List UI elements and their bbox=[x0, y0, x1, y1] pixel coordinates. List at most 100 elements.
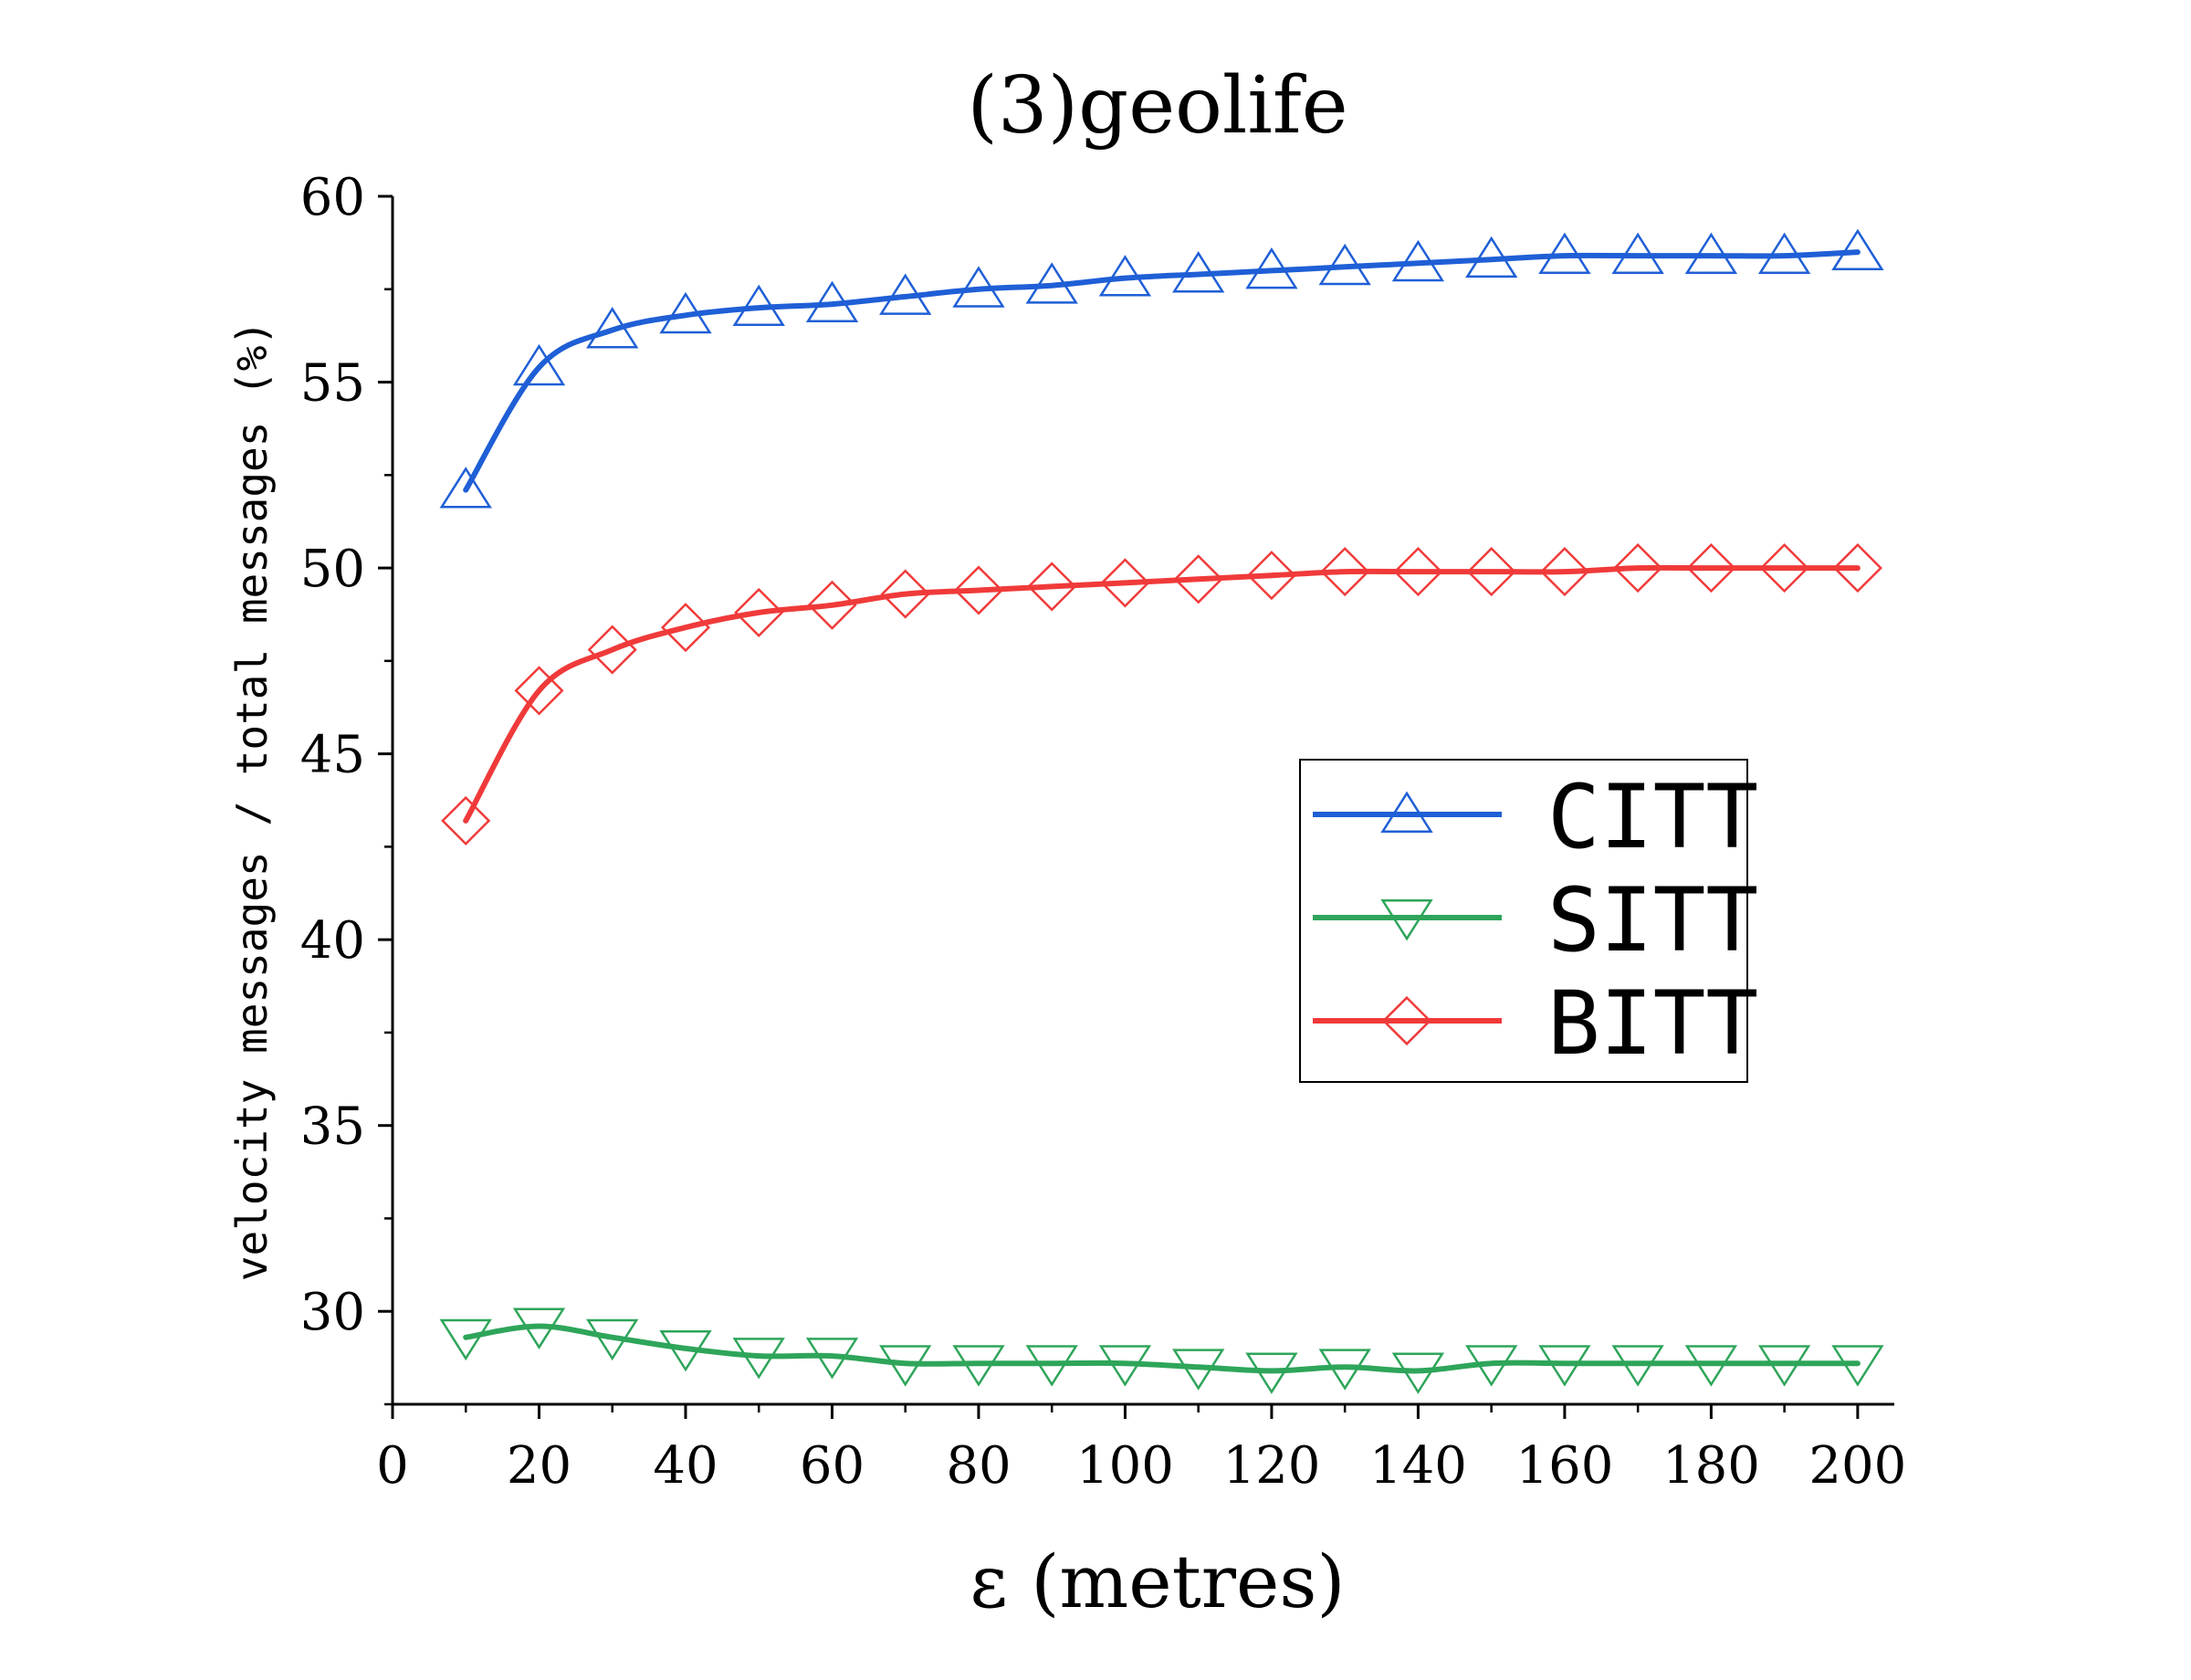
data-point-citt bbox=[1465, 236, 1518, 278]
data-point-bitt bbox=[734, 587, 784, 637]
series-bitt bbox=[441, 543, 1882, 845]
data-point-sitt bbox=[512, 1307, 566, 1349]
x-tick-label: 80 bbox=[946, 1436, 1011, 1496]
data-point-bitt bbox=[1100, 558, 1150, 608]
data-point-sitt bbox=[732, 1338, 785, 1380]
data-point-citt bbox=[1684, 232, 1738, 275]
data-point-citt bbox=[586, 307, 639, 349]
data-point-sitt bbox=[1757, 1345, 1811, 1387]
data-point-sitt bbox=[659, 1329, 712, 1372]
data-point-bitt bbox=[1393, 547, 1443, 597]
data-point-citt bbox=[805, 280, 859, 323]
data-point-citt bbox=[1831, 228, 1884, 271]
data-point-sitt bbox=[952, 1345, 1005, 1387]
data-point-sitt bbox=[1245, 1352, 1298, 1394]
y-axis-label: velocity messages / total messages (%) bbox=[227, 320, 277, 1281]
data-point-bitt bbox=[1686, 543, 1736, 593]
legend-marker-citt bbox=[1380, 791, 1433, 833]
y-tick-label: 45 bbox=[300, 726, 365, 785]
data-point-citt bbox=[1391, 239, 1445, 282]
data-point-sitt bbox=[1172, 1349, 1225, 1391]
data-point-citt bbox=[952, 266, 1005, 308]
data-point-citt bbox=[1611, 232, 1664, 275]
legend-label-bitt: BITT bbox=[1547, 972, 1758, 1075]
series-citt bbox=[439, 228, 1884, 509]
data-point-sitt bbox=[1684, 1345, 1738, 1387]
y-tick-group: 30 35 40 45 50 55 60 bbox=[300, 168, 393, 1406]
data-point-sitt bbox=[1098, 1345, 1152, 1387]
x-tick-group: 0 20 40 60 80 100 120 140 160 180 200 bbox=[376, 1404, 1906, 1496]
x-tick-label: 140 bbox=[1369, 1436, 1467, 1496]
data-point-sitt bbox=[1831, 1345, 1884, 1387]
data-point-citt bbox=[1025, 262, 1078, 304]
data-point-sitt bbox=[1391, 1352, 1445, 1394]
data-point-citt bbox=[1757, 232, 1811, 275]
y-tick-label: 55 bbox=[300, 354, 365, 414]
series-sitt bbox=[439, 1307, 1884, 1394]
data-point-bitt bbox=[953, 565, 1004, 615]
x-axis-label: ε (metres) bbox=[970, 1539, 1345, 1624]
chart-title: (3)geolife bbox=[967, 60, 1347, 152]
data-point-sitt bbox=[1611, 1345, 1664, 1387]
data-point-bitt bbox=[807, 580, 857, 630]
series-line-bitt bbox=[463, 564, 1861, 824]
data-point-sitt bbox=[439, 1318, 492, 1361]
data-point-citt bbox=[1245, 247, 1298, 289]
data-point-bitt bbox=[1320, 547, 1370, 597]
legend-item-citt: CITT bbox=[1313, 766, 1758, 868]
legend-marker-sitt bbox=[1380, 899, 1433, 941]
x-tick-label: 200 bbox=[1808, 1436, 1906, 1496]
axes bbox=[391, 196, 1894, 1406]
data-point-bitt bbox=[1246, 551, 1296, 601]
x-tick-label: 0 bbox=[376, 1436, 409, 1496]
legend-item-bitt: BITT bbox=[1313, 972, 1758, 1075]
data-point-sitt bbox=[1025, 1345, 1078, 1387]
y-tick-label: 50 bbox=[300, 540, 365, 599]
data-point-bitt bbox=[514, 666, 564, 716]
data-point-citt bbox=[879, 273, 932, 315]
y-tick-label: 60 bbox=[300, 168, 365, 227]
data-point-bitt bbox=[880, 569, 930, 619]
data-point-bitt bbox=[1832, 543, 1882, 593]
data-point-bitt bbox=[1173, 554, 1223, 604]
series-group bbox=[439, 228, 1884, 1394]
data-point-sitt bbox=[1318, 1349, 1371, 1391]
data-point-sitt bbox=[586, 1318, 639, 1361]
data-point-sitt bbox=[879, 1345, 932, 1387]
data-point-bitt bbox=[441, 795, 491, 845]
legend-item-sitt: SITT bbox=[1313, 869, 1758, 971]
data-point-citt bbox=[1098, 255, 1152, 297]
data-point-sitt bbox=[1538, 1345, 1591, 1387]
data-point-sitt bbox=[1465, 1345, 1518, 1387]
data-point-bitt bbox=[1759, 543, 1809, 593]
legend-label-sitt: SITT bbox=[1547, 869, 1758, 971]
data-point-citt bbox=[732, 284, 785, 327]
data-point-bitt bbox=[660, 603, 711, 653]
y-tick-label: 40 bbox=[300, 911, 365, 971]
x-tick-label: 100 bbox=[1076, 1436, 1174, 1496]
y-tick-label: 30 bbox=[300, 1283, 365, 1342]
data-point-bitt bbox=[587, 625, 637, 675]
y-tick-label: 35 bbox=[300, 1097, 365, 1157]
x-tick-label: 40 bbox=[653, 1436, 718, 1496]
data-point-citt bbox=[512, 343, 566, 386]
x-tick-label: 180 bbox=[1662, 1436, 1760, 1496]
data-point-bitt bbox=[1613, 543, 1663, 593]
data-point-citt bbox=[659, 291, 712, 334]
legend-marker-bitt bbox=[1381, 995, 1432, 1046]
data-point-sitt bbox=[805, 1338, 859, 1380]
legend-label-citt: CITT bbox=[1547, 766, 1758, 868]
data-point-bitt bbox=[1539, 547, 1589, 597]
data-point-bitt bbox=[1027, 562, 1077, 612]
x-tick-label: 20 bbox=[507, 1436, 571, 1496]
x-tick-label: 120 bbox=[1222, 1436, 1320, 1496]
data-point-bitt bbox=[1466, 547, 1516, 597]
data-point-citt bbox=[1538, 232, 1591, 275]
data-point-citt bbox=[439, 467, 492, 509]
data-point-citt bbox=[1172, 251, 1225, 293]
x-tick-label: 60 bbox=[800, 1436, 865, 1496]
